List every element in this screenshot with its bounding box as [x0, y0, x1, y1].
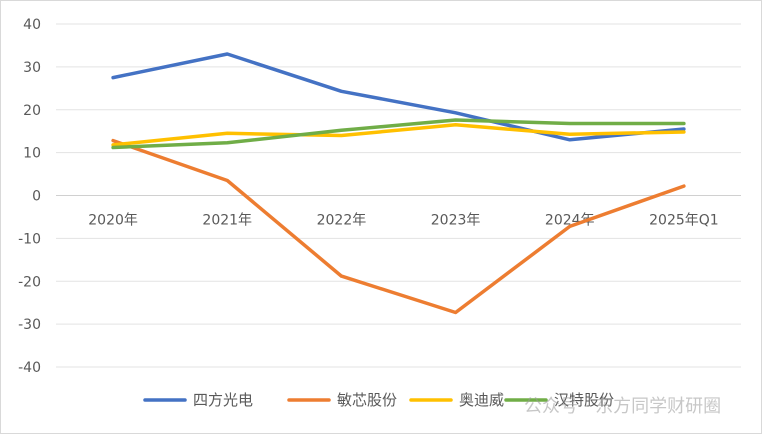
- x-category-label: 2022年: [317, 213, 367, 229]
- y-tick-label: 20: [23, 103, 41, 119]
- legend-item: 四方光电: [143, 391, 253, 409]
- legend-item: 奥迪威: [409, 391, 504, 409]
- x-category-label: 2025年Q1: [649, 213, 719, 229]
- gridlines: [56, 23, 741, 368]
- x-category-label: 2023年: [431, 213, 481, 229]
- y-tick-label: -30: [18, 317, 41, 333]
- series-line-3: [111, 118, 686, 150]
- watermark-text: 公众号 · 东方同学财研圈: [524, 396, 721, 417]
- series-line-1: [111, 138, 686, 315]
- y-tick-label: -40: [18, 360, 41, 376]
- series-line-2: [111, 123, 686, 147]
- legend-label: 汉特股份: [554, 391, 614, 409]
- y-tick-label: 40: [23, 17, 41, 33]
- y-axis-ticks: 40 30 20 10 0 -10 -20 -30 -40: [18, 17, 41, 376]
- y-tick-label: -20: [18, 274, 41, 290]
- x-category-label: 2021年: [202, 213, 252, 229]
- legend-label: 敏芯股份: [337, 391, 397, 409]
- x-axis-categories: 2020年 2021年 2022年 2023年 2024年 2025年Q1: [88, 213, 718, 229]
- series-lines: [111, 52, 686, 315]
- watermark: 公众号 · 东方同学财研圈: [524, 396, 721, 417]
- series-line-0: [111, 52, 686, 142]
- y-tick-label: 0: [32, 189, 41, 205]
- y-tick-label: 30: [23, 60, 41, 76]
- legend-label: 奥迪威: [459, 391, 504, 409]
- y-tick-label: -10: [18, 231, 41, 247]
- y-tick-label: 10: [23, 146, 41, 162]
- x-category-label: 2024年: [545, 213, 595, 229]
- legend-label: 四方光电: [193, 391, 253, 409]
- legend-item: 敏芯股份: [287, 391, 397, 409]
- x-category-label: 2020年: [88, 213, 138, 229]
- legend-item: 汉特股份: [504, 391, 614, 409]
- legend: 四方光电 敏芯股份 奥迪威 汉特股份: [143, 391, 614, 409]
